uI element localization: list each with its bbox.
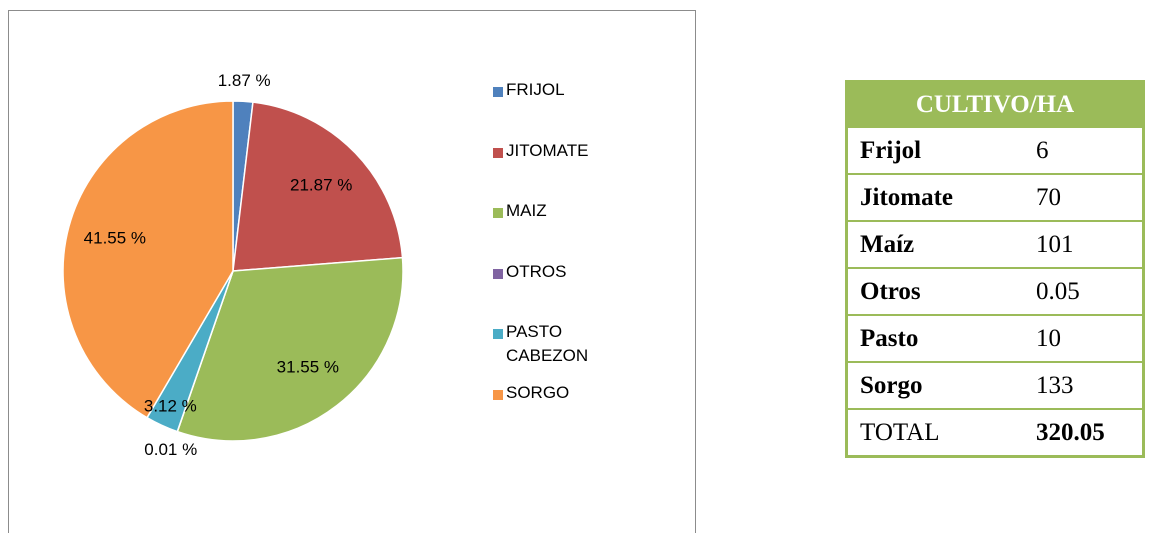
legend-label: OTROS: [506, 261, 567, 281]
legend-swatch: [493, 268, 503, 279]
table: CULTIVO/HA Frijol 6 Jitomate 70 Maíz 101 Otros…: [845, 80, 1145, 458]
data-label: 21.87 %: [290, 176, 352, 195]
legend-swatch: [493, 208, 503, 218]
chart-frame: [8, 10, 696, 533]
legend-swatch: [493, 389, 503, 400]
legend-swatch: [493, 329, 503, 339]
legend-item: JITOMATE: [493, 140, 633, 163]
row-value: 10: [1024, 314, 1144, 362]
row-label: Otros: [846, 267, 1024, 315]
table-row: Jitomate 70: [846, 173, 1144, 221]
row-value: 133: [1024, 361, 1144, 409]
legend-label: MAIZ: [506, 201, 547, 220]
legend-label: SORGO: [506, 382, 570, 402]
row-value: 320.05: [1024, 408, 1144, 457]
pie-slice: [176, 256, 404, 442]
pie-slice: [232, 101, 404, 272]
row-label: Pasto: [846, 314, 1024, 362]
row-label: Maíz: [846, 220, 1024, 268]
legend-item: FRIJOL: [493, 80, 633, 102]
row-label: TOTAL: [846, 408, 1024, 457]
table-header: CULTIVO/HA: [846, 81, 1144, 127]
legend-label: PASTO CABEZON: [506, 322, 589, 365]
row-label: Sorgo: [846, 361, 1024, 409]
legend-item: OTROS: [493, 261, 633, 284]
row-value: 70: [1024, 173, 1144, 221]
table-row: Pasto 10: [846, 314, 1144, 362]
data-label: 0.01 %: [144, 440, 197, 459]
data-label: 1.87 %: [218, 71, 271, 90]
table-row: Maíz 101: [846, 220, 1144, 268]
data-label: 31.55 %: [277, 357, 339, 376]
row-value: 0.05: [1024, 267, 1144, 315]
legend-item: PASTO CABEZON: [493, 322, 633, 368]
pie-slice: [62, 100, 234, 419]
legend-swatch: [493, 87, 503, 97]
data-label: 3.12 %: [144, 396, 197, 415]
table-row: Otros 0.05: [846, 267, 1144, 315]
legend-item: MAIZ: [493, 201, 633, 223]
data-label: 41.55 %: [84, 228, 146, 247]
legend-swatch: [493, 147, 503, 158]
row-label: Frijol: [846, 126, 1024, 174]
legend-item: SORGO: [493, 382, 633, 405]
row-label: Jitomate: [846, 173, 1024, 221]
row-value: 6: [1024, 126, 1144, 174]
legend-label: JITOMATE: [506, 140, 589, 160]
legend-label: FRIJOL: [506, 80, 565, 99]
row-value: 101: [1024, 220, 1144, 268]
table-row: Frijol 6: [846, 126, 1144, 174]
table-row: TOTAL 320.05: [846, 408, 1144, 457]
table-row: Sorgo 133: [846, 361, 1144, 409]
